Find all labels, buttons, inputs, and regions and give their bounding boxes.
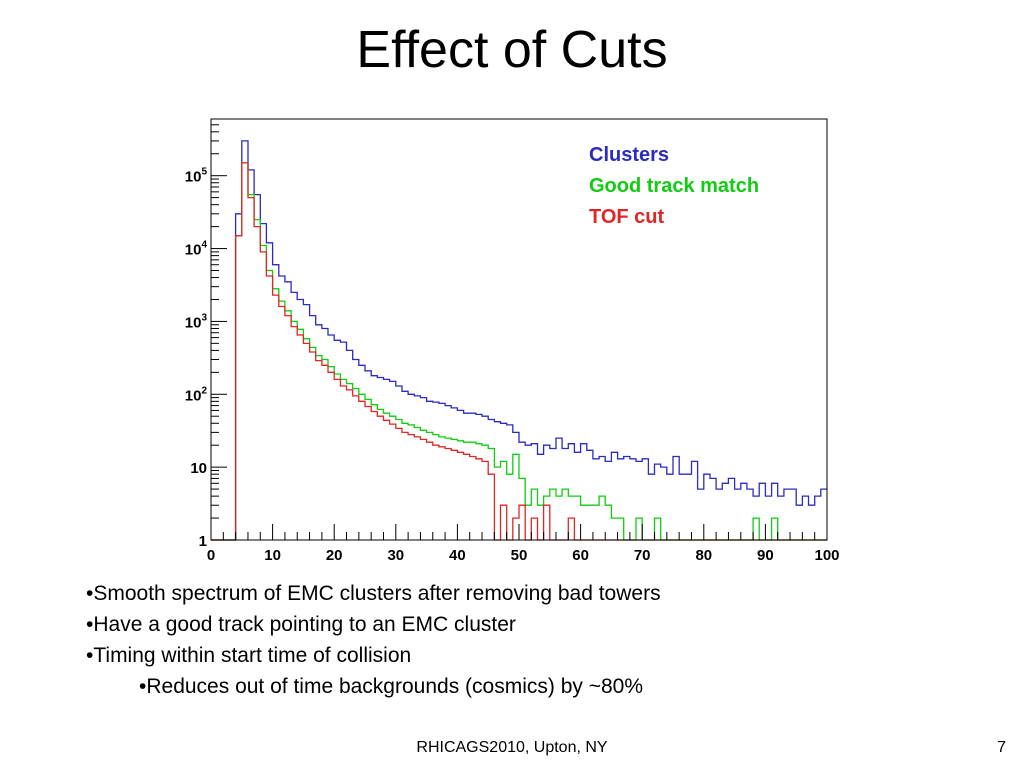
y-tick-label: 1: [199, 533, 207, 550]
histogram-chart: 1 10 102 103 104 105 0 10 20 30 40 50 60 70 80 90 100 C…: [185, 118, 840, 564]
x-tick-label: 0: [207, 547, 215, 564]
x-tick-label: 40: [449, 547, 466, 564]
legend: Clusters Good track match TOF cut: [589, 144, 759, 228]
y-tick-label: 104: [185, 240, 208, 259]
x-tick-label: 20: [326, 547, 343, 564]
legend-entry-1: Clusters: [589, 144, 669, 166]
footer-text: RHICAGS2010, Upton, NY: [416, 739, 608, 756]
sub-bullet-1: •Reduces out of time backgrounds (cosmic…: [139, 675, 643, 698]
x-tick-label: 10: [264, 547, 281, 564]
legend-entry-3: TOF cut: [589, 206, 665, 228]
bullet-1: •Smooth spectrum of EMC clusters after r…: [86, 582, 661, 605]
legend-entry-2: Good track match: [589, 175, 759, 197]
page-number: 7: [997, 739, 1006, 756]
x-tick-label: 60: [572, 547, 589, 564]
bullet-3: •Timing within start time of collision: [86, 644, 412, 667]
x-tick-label: 70: [634, 547, 651, 564]
y-tick-label: 103: [185, 312, 208, 331]
bullet-2: •Have a good track pointing to an EMC cl…: [86, 613, 516, 636]
x-tick-label: 100: [814, 547, 839, 564]
x-tick-label: 90: [757, 547, 774, 564]
slide-title: Effect of Cuts: [356, 21, 668, 79]
y-tick-label: 10: [190, 460, 207, 477]
y-tick-label: 105: [185, 167, 208, 186]
x-tick-label: 80: [695, 547, 712, 564]
bullet-list: •Smooth spectrum of EMC clusters after r…: [86, 578, 661, 702]
x-tick-label: 30: [387, 547, 404, 564]
x-tick-label: 50: [511, 547, 528, 564]
y-tick-label: 102: [185, 385, 208, 404]
series-line-1: [211, 140, 827, 541]
